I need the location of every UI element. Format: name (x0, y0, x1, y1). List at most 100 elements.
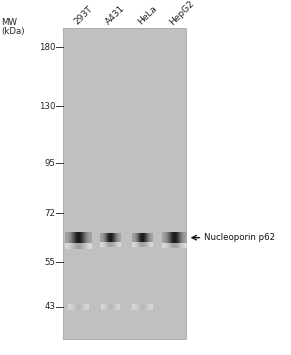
Bar (146, 304, 147, 310)
Bar (79, 232, 80, 243)
Bar (186, 243, 187, 248)
Bar (169, 232, 170, 243)
Bar (132, 304, 133, 310)
Bar (67, 232, 68, 243)
Bar (73, 304, 74, 310)
Bar (147, 304, 148, 310)
Bar (179, 232, 180, 243)
Bar (135, 304, 136, 310)
Bar (90, 232, 91, 243)
Bar (78, 243, 79, 249)
Bar (66, 243, 67, 249)
Bar (72, 232, 73, 243)
Bar (72, 243, 73, 249)
Bar (87, 232, 88, 243)
Bar (86, 304, 87, 310)
Text: 43: 43 (44, 302, 55, 311)
Bar (82, 232, 83, 243)
Bar (167, 243, 168, 248)
Bar (70, 243, 71, 249)
Text: MW
(kDa): MW (kDa) (1, 18, 25, 37)
Bar (65, 243, 66, 249)
Bar (181, 232, 182, 243)
Bar (108, 304, 109, 310)
Bar (181, 243, 182, 248)
Bar (133, 304, 134, 310)
Bar (71, 243, 72, 249)
Bar (109, 304, 110, 310)
Bar (176, 243, 177, 248)
Bar (68, 243, 69, 249)
Bar (114, 304, 115, 310)
Bar (183, 232, 184, 243)
Bar (65, 232, 66, 243)
Bar (162, 243, 163, 248)
Bar (177, 232, 178, 243)
Bar (80, 243, 81, 249)
Bar (74, 232, 75, 243)
Bar (138, 304, 139, 310)
Bar (110, 304, 111, 310)
Bar (163, 243, 164, 248)
Text: 130: 130 (39, 102, 55, 111)
Bar (184, 243, 185, 248)
Bar (113, 304, 114, 310)
Text: 72: 72 (44, 209, 55, 218)
Bar (70, 232, 71, 243)
Bar (79, 243, 80, 249)
Bar (86, 243, 87, 249)
Bar (149, 304, 150, 310)
Bar (73, 232, 74, 243)
Bar (111, 304, 112, 310)
Bar (88, 232, 89, 243)
Bar (182, 232, 183, 243)
Bar (85, 243, 86, 249)
Bar (104, 304, 105, 310)
Bar (137, 304, 138, 310)
Bar (82, 243, 83, 249)
Bar (80, 304, 81, 310)
Bar (112, 304, 113, 310)
Bar (170, 243, 171, 248)
Bar (88, 304, 89, 310)
Bar (63, 28, 186, 339)
Bar (172, 232, 173, 243)
Bar (107, 304, 108, 310)
Bar (166, 232, 167, 243)
Bar (141, 304, 142, 310)
Bar (69, 243, 70, 249)
Bar (173, 243, 174, 248)
Bar (106, 304, 107, 310)
Bar (136, 304, 137, 310)
Bar (85, 232, 86, 243)
Bar (174, 232, 175, 243)
Bar (151, 304, 152, 310)
Bar (77, 243, 78, 249)
Bar (102, 304, 103, 310)
Bar (69, 232, 70, 243)
Bar (84, 232, 85, 243)
Bar (178, 232, 179, 243)
Bar (164, 243, 165, 248)
Bar (85, 304, 86, 310)
Bar (68, 304, 69, 310)
Bar (81, 232, 82, 243)
Bar (145, 304, 146, 310)
Bar (166, 243, 167, 248)
Bar (75, 232, 76, 243)
Bar (71, 304, 72, 310)
Bar (89, 243, 90, 249)
Bar (150, 304, 151, 310)
Bar (87, 243, 88, 249)
Bar (179, 243, 180, 248)
Bar (170, 232, 171, 243)
Bar (169, 243, 170, 248)
Bar (172, 243, 173, 248)
Bar (143, 304, 144, 310)
Bar (162, 232, 163, 243)
Bar (75, 243, 76, 249)
Bar (84, 304, 85, 310)
Bar (88, 243, 89, 249)
Bar (168, 243, 169, 248)
Text: 180: 180 (39, 43, 55, 52)
